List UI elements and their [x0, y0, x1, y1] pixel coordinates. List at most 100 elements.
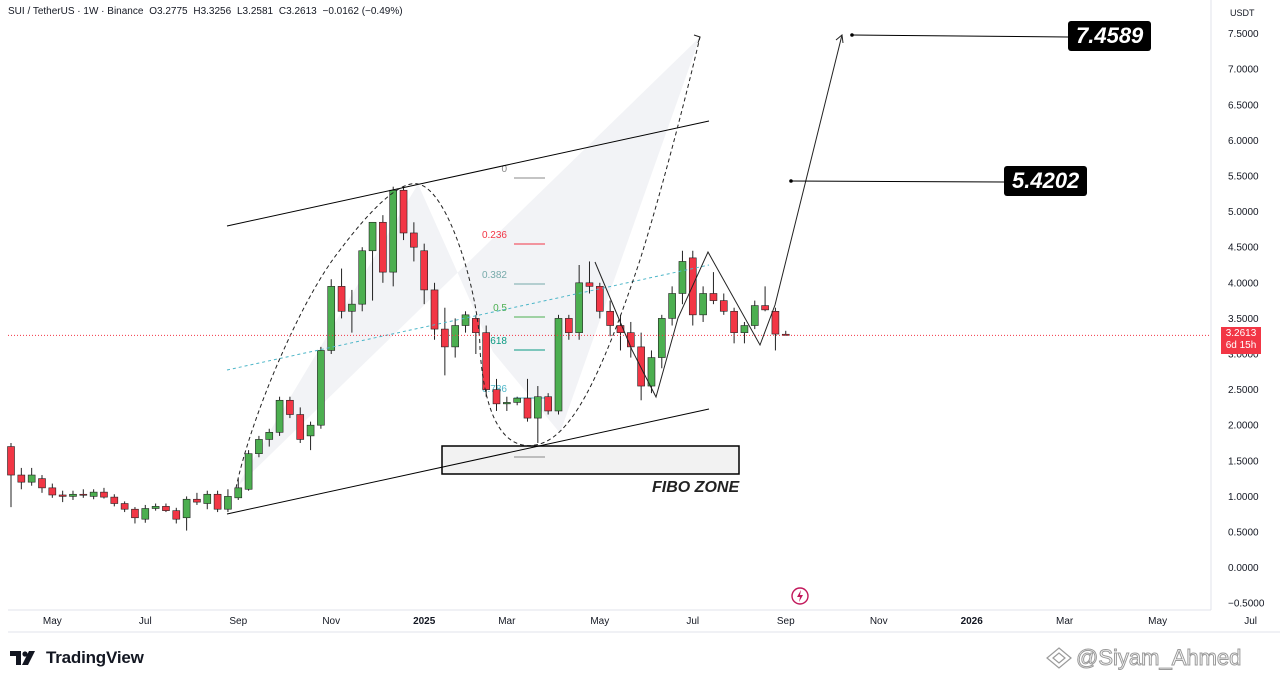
tradingview-logo[interactable]: TradingView	[10, 648, 144, 668]
channel-mid-line	[226, 264, 710, 371]
time-tick-label: Jul	[139, 616, 152, 627]
candle-body	[348, 303, 356, 312]
bar-countdown: 6d 15h	[1225, 340, 1257, 351]
candle-body	[668, 293, 676, 319]
channel-upper-line	[226, 120, 710, 227]
time-tick-label: Nov	[322, 616, 340, 627]
tradingview-logo-icon	[10, 651, 35, 665]
fibo-zone-box	[441, 445, 740, 475]
candle-body	[317, 350, 325, 426]
candle-body	[761, 305, 769, 311]
symbol-label: SUI / TetherUS · 1W · Binance	[8, 6, 144, 17]
price-axis[interactable]: −0.5000 0.0000 0.5000 1.0000 1.5000 2.0000 2.5…	[1228, 29, 1265, 610]
target-mid-dot	[789, 179, 793, 183]
candle-body	[327, 286, 336, 351]
candle-body	[699, 293, 707, 316]
time-tick-label: Nov	[870, 616, 888, 627]
price-tick-label: 7.0000	[1228, 65, 1259, 76]
candle-body	[420, 250, 429, 291]
candle-body	[27, 474, 36, 483]
watermark-icon	[1046, 647, 1072, 669]
price-tick-label: 2.0000	[1228, 421, 1259, 432]
price-tick-label: 5.5000	[1228, 172, 1259, 183]
candle-body	[296, 414, 305, 440]
candle-body	[48, 487, 57, 496]
price-tick-label: 6.0000	[1228, 136, 1259, 147]
candle-body	[399, 189, 408, 234]
candle-body	[606, 310, 614, 326]
candle-body	[244, 453, 253, 490]
candle-body	[513, 397, 521, 403]
time-tick-label: Jul	[1244, 616, 1257, 627]
price-tick-label: 0.5000	[1228, 528, 1259, 539]
currency-label[interactable]: USDT	[1230, 8, 1255, 18]
candle-body	[430, 289, 439, 330]
fib-level-label: 0	[501, 164, 507, 175]
candle-body	[410, 232, 418, 248]
candle-body	[750, 305, 759, 326]
time-tick-label: Sep	[229, 616, 247, 627]
price-tick-label: −0.5000	[1228, 599, 1265, 610]
candle-body	[585, 282, 594, 287]
target-high-box: 7.4589	[1068, 21, 1152, 51]
candle-body	[709, 293, 718, 301]
candle-body	[182, 498, 191, 519]
target-mid-value: 5.4202	[1012, 168, 1080, 193]
fib-level-label: 0.618	[482, 336, 507, 347]
symbol-legend[interactable]: SUI / TetherUS · 1W · Binance O3.2775 H3…	[8, 6, 406, 17]
candle-body	[38, 478, 46, 489]
open-value: O3.2775	[149, 6, 188, 17]
candle-body	[534, 396, 542, 419]
candle-body	[544, 396, 552, 412]
time-tick-label: 2025	[413, 616, 436, 627]
candle-body	[265, 432, 274, 440]
price-tick-label: 1.0000	[1228, 492, 1259, 503]
candle-body	[213, 493, 222, 510]
low-value: L3.2581	[236, 6, 274, 17]
high-value: H3.3256	[193, 6, 232, 17]
candle-body	[565, 318, 573, 333]
change-value: −0.0162 (−0.49%)	[322, 6, 403, 17]
candle-body	[389, 189, 398, 273]
candle-body	[626, 332, 635, 348]
candle-body	[89, 491, 98, 497]
channel-lower-line	[226, 408, 710, 515]
price-tick-label: 4.0000	[1228, 278, 1259, 289]
candle-body	[472, 318, 480, 333]
close-value: C3.2613	[278, 6, 317, 17]
time-tick-label: Jul	[686, 616, 699, 627]
price-tick-label: 3.5000	[1228, 314, 1259, 325]
candle-body	[224, 496, 232, 510]
candle-body	[17, 474, 26, 483]
candle-body	[172, 510, 181, 520]
candle-body	[203, 493, 212, 504]
candle-body	[451, 325, 459, 348]
price-tick-label: 4.5000	[1228, 243, 1259, 254]
candle-body	[79, 493, 88, 496]
price-tick-label: 7.5000	[1228, 29, 1259, 40]
time-tick-label: May	[1148, 616, 1167, 627]
candle-body	[286, 399, 294, 415]
price-tick-label: 5.0000	[1228, 207, 1259, 218]
zigzag-arrow	[835, 34, 844, 44]
candle-body	[337, 286, 346, 312]
candle-body	[719, 300, 728, 312]
candle-body	[461, 314, 470, 326]
time-tick-label: Mar	[498, 616, 516, 627]
time-axis[interactable]: May Jul Sep Nov 2025 Mar May Jul Sep Nov 2026 Mar Ma…	[43, 616, 1257, 627]
lightning-icon[interactable]	[791, 587, 809, 605]
candle-body	[193, 498, 201, 503]
candle-body	[234, 487, 243, 499]
time-tick-label: May	[43, 616, 62, 627]
candle-body	[616, 325, 625, 333]
candle-body	[678, 261, 687, 294]
candle-body	[730, 310, 738, 333]
time-tick-label: May	[590, 616, 609, 627]
tradingview-logo-text: TradingView	[46, 648, 144, 667]
candle-body	[441, 328, 449, 348]
candle-body	[162, 506, 170, 511]
time-tick-label: Sep	[777, 616, 795, 627]
candle-body	[255, 439, 263, 454]
candlestick-series	[7, 185, 790, 531]
